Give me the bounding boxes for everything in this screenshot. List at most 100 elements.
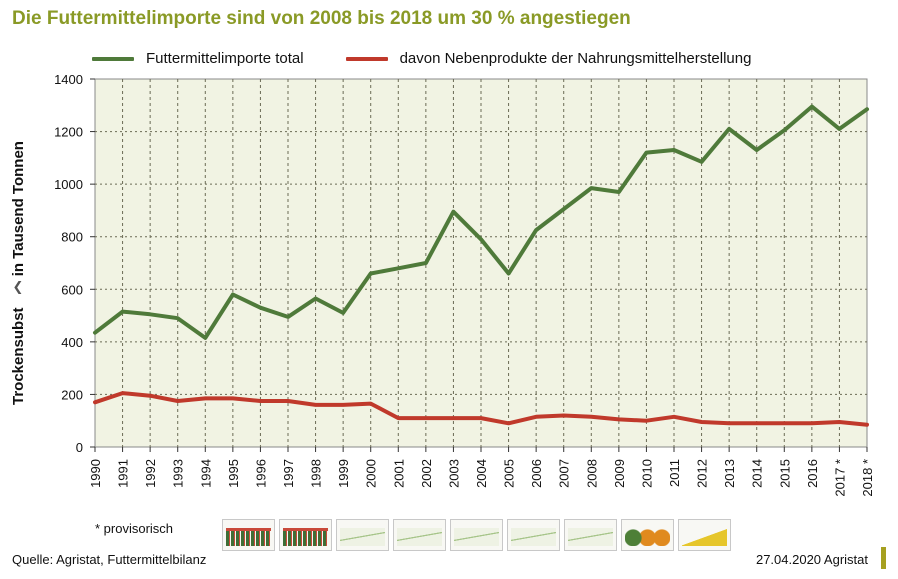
data-point-total	[589, 186, 593, 190]
data-point-total	[507, 272, 511, 276]
source-note: Quelle: Agristat, Futtermittelbilanz	[12, 552, 207, 567]
thumb-line-2-preview	[397, 528, 442, 546]
data-point-byproduct	[314, 403, 318, 407]
thumb-line-1[interactable]	[336, 519, 389, 551]
data-point-byproduct	[176, 399, 180, 403]
data-point-total	[755, 148, 759, 152]
data-point-byproduct	[534, 415, 538, 419]
data-point-byproduct	[617, 417, 621, 421]
thumb-stacked-red-green-preview	[226, 528, 271, 546]
data-point-total	[810, 105, 814, 109]
data-point-total	[865, 107, 869, 111]
y-tick-label: 0	[76, 440, 83, 455]
data-point-byproduct	[341, 403, 345, 407]
date-credit: 27.04.2020 Agristat	[755, 552, 868, 567]
data-point-total	[148, 312, 152, 316]
data-point-byproduct	[562, 413, 566, 417]
y-tick-label: 200	[61, 387, 83, 402]
x-tick-label: 2006	[529, 459, 544, 488]
thumb-yellow-bars-preview	[682, 528, 727, 546]
data-point-byproduct	[507, 421, 511, 425]
legend-item-byproduct: davon Nebenprodukte der Nahrungsmittelhe…	[345, 50, 751, 67]
y-tick-label: 600	[61, 282, 83, 297]
data-point-total	[286, 315, 290, 319]
thumb-line-2[interactable]	[393, 519, 446, 551]
line-chart: 0 200 400 600 800 1000 1200 1400 1990 1991 1992 199…	[54, 72, 875, 497]
data-point-byproduct	[810, 421, 814, 425]
thumb-line-3[interactable]	[450, 519, 503, 551]
y-tick-label: 1200	[54, 125, 83, 140]
data-point-total	[341, 311, 345, 315]
data-point-total	[617, 190, 621, 194]
x-tick-label: 1996	[253, 459, 268, 488]
data-point-byproduct	[727, 421, 731, 425]
x-tick-label: 2004	[474, 459, 489, 488]
data-point-total	[782, 128, 786, 132]
data-point-total	[203, 336, 207, 340]
data-point-total	[231, 293, 235, 297]
data-point-total	[672, 148, 676, 152]
x-tick-label: 1995	[226, 459, 241, 488]
data-point-byproduct	[479, 416, 483, 420]
data-point-byproduct	[672, 415, 676, 419]
x-tick-label: 1993	[171, 459, 186, 488]
x-tick-label: 1992	[143, 459, 158, 488]
x-tick-label: 2013	[722, 459, 737, 488]
data-point-total	[424, 261, 428, 265]
footnote: * provisorisch	[95, 521, 174, 536]
data-point-byproduct	[755, 421, 759, 425]
thumb-stacked-red-green[interactable]	[222, 519, 275, 551]
x-tick-label: 2005	[502, 459, 517, 488]
data-point-total	[314, 296, 318, 300]
data-point-byproduct	[286, 399, 290, 403]
thumb-line-5[interactable]	[564, 519, 617, 551]
data-point-byproduct	[424, 416, 428, 420]
data-point-total	[562, 207, 566, 211]
data-point-byproduct	[93, 400, 97, 404]
data-point-total	[700, 160, 704, 164]
x-tick-label: 2017 *	[832, 459, 847, 497]
data-point-byproduct	[865, 423, 869, 427]
thumb-pies[interactable]	[621, 519, 674, 551]
data-point-byproduct	[231, 396, 235, 400]
x-tick-label: 1990	[88, 459, 103, 488]
x-tick-label: 1991	[116, 459, 131, 488]
data-point-total	[93, 331, 97, 335]
data-point-byproduct	[837, 420, 841, 424]
legend-item-total: Futtermittelimporte total	[92, 50, 304, 67]
x-tick-label: 2011	[667, 459, 682, 487]
x-tick-label: 1998	[309, 459, 324, 488]
thumb-line-4[interactable]	[507, 519, 560, 551]
y-tick-label: 400	[61, 335, 83, 350]
thumb-stacked-red-green-2[interactable]	[279, 519, 332, 551]
x-tick-label: 2007	[557, 459, 572, 488]
data-point-total	[727, 127, 731, 131]
thumb-stacked-red-green-2-preview	[283, 528, 328, 546]
x-tick-label: 2000	[364, 459, 379, 488]
legend-swatch-total	[92, 56, 134, 61]
data-point-total	[644, 151, 648, 155]
chart-thumbnails	[222, 519, 731, 551]
x-tick-label: 2002	[419, 459, 434, 488]
x-tick-label: 2008	[584, 459, 599, 488]
thumb-line-5-preview	[568, 528, 613, 546]
data-point-total	[479, 237, 483, 241]
data-point-byproduct	[644, 419, 648, 423]
x-tick-label: 2015	[777, 459, 792, 488]
y-tick-label: 800	[61, 230, 83, 245]
accent-bar	[881, 547, 886, 569]
data-point-byproduct	[700, 420, 704, 424]
legend-label-total: Futtermittelimporte total	[146, 50, 304, 67]
thumb-yellow-bars[interactable]	[678, 519, 731, 551]
data-point-byproduct	[258, 399, 262, 403]
x-tick-label: 2003	[446, 459, 461, 488]
data-point-total	[258, 306, 262, 310]
data-point-byproduct	[369, 402, 373, 406]
x-tick-label: 1997	[281, 459, 296, 488]
thumb-line-3-preview	[454, 528, 499, 546]
x-tick-label: 1999	[336, 459, 351, 488]
collapse-arrow-icon[interactable]: ❮	[8, 276, 28, 298]
legend: Futtermittelimporte total davon Nebenpro…	[92, 50, 793, 67]
data-point-byproduct	[396, 416, 400, 420]
data-point-total	[369, 272, 373, 276]
